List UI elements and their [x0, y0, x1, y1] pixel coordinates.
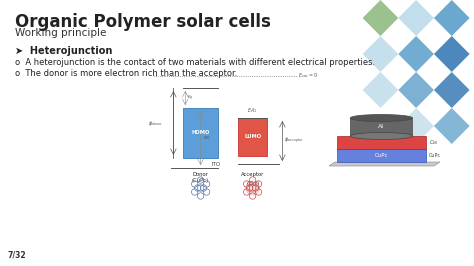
Text: 7/32: 7/32 [8, 251, 27, 260]
Text: Organic Polymer solar cells: Organic Polymer solar cells [15, 13, 271, 31]
Text: HOMO: HOMO [191, 131, 210, 135]
Polygon shape [398, 36, 434, 72]
Text: $E_g$: $E_g$ [187, 94, 193, 102]
Text: CuPc: CuPc [374, 153, 388, 158]
Polygon shape [434, 108, 470, 144]
Polygon shape [434, 0, 470, 36]
Text: $\phi_{donor}$: $\phi_{donor}$ [148, 118, 163, 127]
Circle shape [246, 181, 260, 195]
Polygon shape [398, 108, 434, 144]
Text: o  A heterojunction is the contact of two materials with different electrical pr: o A heterojunction is the contact of two… [15, 58, 375, 67]
Polygon shape [363, 0, 398, 36]
Text: Donor
(CuPc): Donor (CuPc) [192, 172, 209, 183]
Bar [238, 118, 267, 156]
Text: $W_1$: $W_1$ [202, 134, 210, 142]
Polygon shape [363, 36, 398, 72]
Ellipse shape [350, 132, 413, 139]
Text: o  The donor is more electron rich than the acceptor.: o The donor is more electron rich than t… [15, 69, 237, 78]
Ellipse shape [350, 114, 413, 122]
Text: $EA_1$: $EA_1$ [247, 106, 258, 115]
Polygon shape [434, 72, 470, 108]
Text: Acceptor
$(C_{60})$: Acceptor $(C_{60})$ [241, 172, 264, 188]
Text: $E_{vac}=0$: $E_{vac}=0$ [298, 72, 318, 80]
Polygon shape [434, 36, 470, 72]
Text: $\phi_{acceptor}$: $\phi_{acceptor}$ [284, 136, 305, 146]
Bar [337, 149, 426, 162]
Text: Al: Al [378, 124, 384, 130]
Text: $C_{60}$: $C_{60}$ [429, 138, 438, 147]
Polygon shape [329, 162, 440, 166]
Bar [337, 136, 426, 149]
Polygon shape [398, 0, 434, 36]
Text: LUMO: LUMO [244, 135, 261, 139]
Text: ITO: ITO [211, 161, 220, 167]
Bar [350, 118, 413, 136]
Text: CuPc: CuPc [429, 153, 441, 158]
Bar [183, 108, 218, 158]
Text: ➤  Heterojunction: ➤ Heterojunction [15, 46, 112, 56]
Polygon shape [398, 72, 434, 108]
Text: Working principle: Working principle [15, 28, 106, 38]
Polygon shape [363, 72, 398, 108]
